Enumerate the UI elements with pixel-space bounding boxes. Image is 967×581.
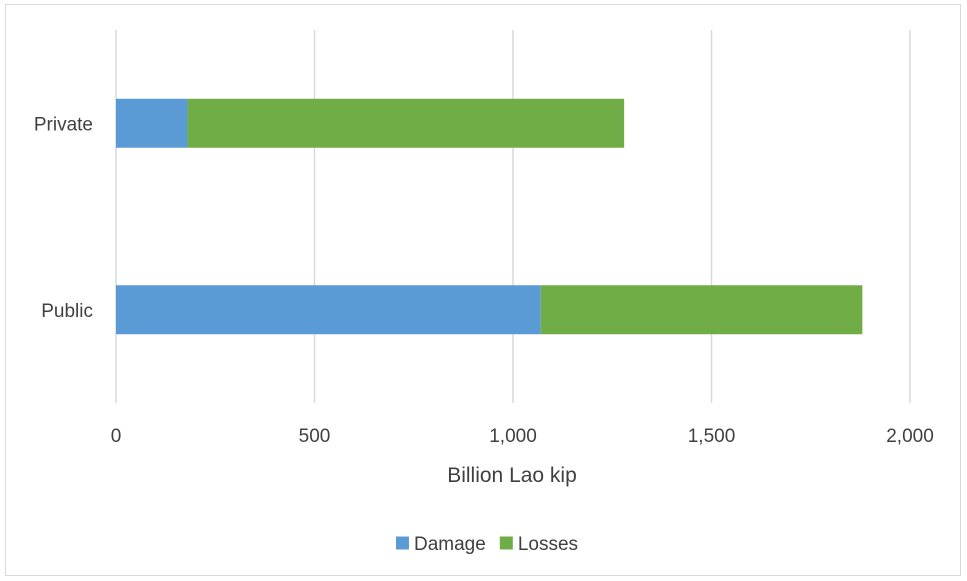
bar-damage-private	[116, 99, 187, 148]
y-tick-labels: Private Public	[34, 114, 93, 322]
x-tick-label: 2,000	[886, 426, 934, 447]
x-tick-labels: 0 500 1,000 1,500 2,000	[111, 426, 934, 447]
legend-label-losses: Losses	[518, 534, 578, 555]
legend-label-damage: Damage	[414, 534, 486, 555]
x-tick-label: 0	[111, 426, 122, 447]
legend: Damage Losses	[396, 534, 578, 555]
bar-losses-private	[187, 99, 624, 148]
bar-losses-public	[541, 285, 863, 334]
legend-swatch-damage	[396, 537, 409, 550]
y-tick-label: Public	[41, 301, 93, 322]
gridlines	[116, 30, 910, 403]
legend-swatch-losses	[500, 537, 513, 550]
y-tick-label: Private	[34, 114, 93, 135]
bars	[116, 99, 862, 335]
x-tick-label: 1,500	[688, 426, 736, 447]
bar-damage-public	[116, 285, 541, 334]
x-axis-title: Billion Lao kip	[447, 464, 577, 487]
x-tick-label: 1,000	[489, 426, 537, 447]
x-tick-label: 500	[299, 426, 331, 447]
